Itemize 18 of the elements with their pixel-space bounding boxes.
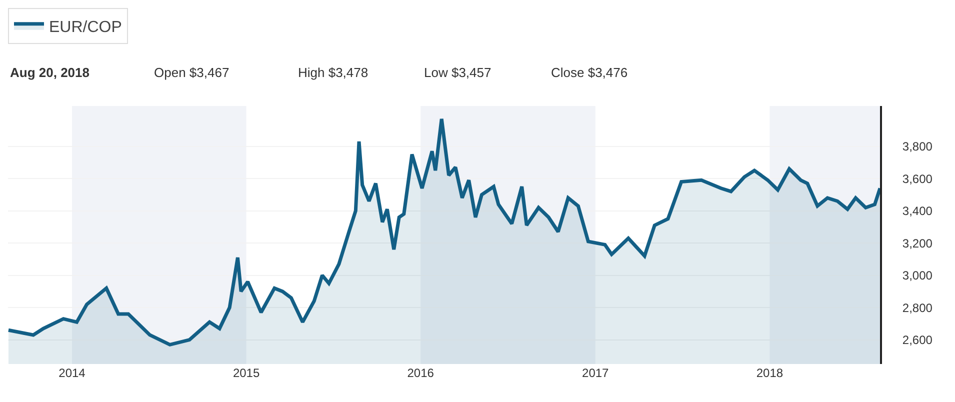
text: Close $3,476: [551, 65, 628, 80]
x-tick-label: 2017: [582, 366, 610, 380]
x-tick-label: 2016: [407, 366, 434, 380]
text: Open $3,467: [154, 65, 230, 80]
x-tick-label: 2015: [232, 366, 260, 380]
y-tick-label: 3,600: [902, 172, 933, 186]
y-tick-label: 3,800: [902, 140, 933, 154]
text: High $3,478: [298, 65, 368, 80]
legend-label: EUR/COP: [49, 19, 122, 36]
y-tick-label: 2,600: [902, 333, 933, 348]
x-tick-label: 2018: [756, 366, 784, 380]
y-tick-label: 3,200: [902, 236, 933, 250]
y-tick-label: 2,800: [902, 300, 933, 315]
y-tick-label: 3,400: [902, 204, 933, 218]
y-tick-label: 3,000: [902, 268, 933, 283]
text: Low $3,457: [424, 65, 492, 80]
text: Aug 20, 2018: [10, 65, 90, 80]
x-tick-label: 2014: [58, 366, 86, 380]
